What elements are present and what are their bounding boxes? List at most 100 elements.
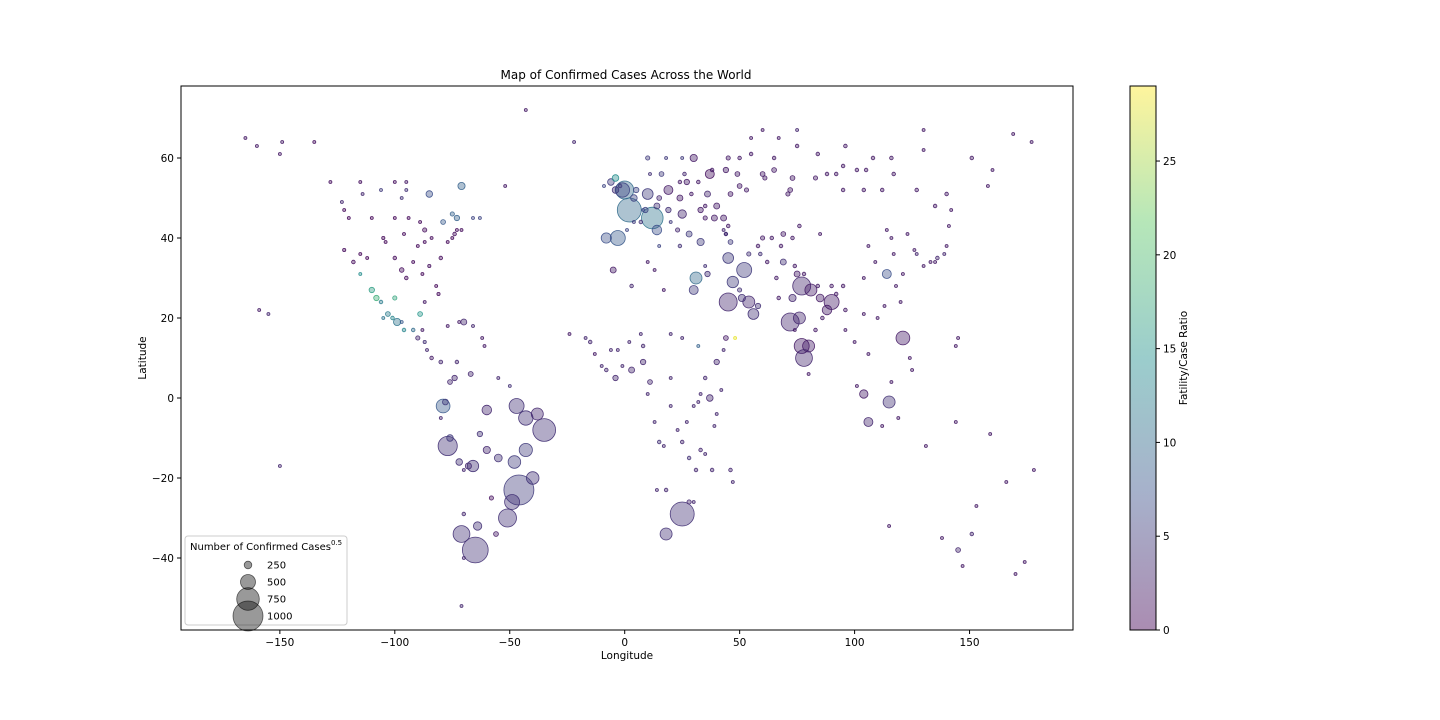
scatter-point-38	[477, 216, 482, 220]
scatter-point-16	[342, 208, 347, 212]
scatter-point-185	[657, 439, 662, 445]
scatter-point-149	[657, 244, 662, 248]
scatter-point-152	[696, 237, 705, 246]
scatter-point-336	[914, 252, 919, 256]
scatter-point-340	[935, 255, 940, 261]
scatter-point-312	[921, 128, 926, 132]
scatter-point-284	[792, 328, 797, 332]
scatter-point-164	[747, 308, 760, 320]
colorbar-label: Fatility/Case Ratio	[1178, 311, 1190, 405]
scatter-point-314	[795, 128, 799, 132]
scatter-point-176	[693, 467, 699, 473]
scatter-point-249	[725, 155, 731, 161]
scatter-point-3	[459, 228, 464, 232]
scatter-point-20	[418, 220, 423, 224]
scatter-point-258	[790, 235, 795, 241]
scatter-point-361	[974, 504, 979, 508]
scatter-point-49	[390, 315, 395, 321]
scatter-point-167	[723, 335, 729, 341]
scatter-point-364	[1022, 560, 1027, 564]
scatter-point-28	[392, 216, 397, 220]
scatter-point-205	[638, 332, 643, 336]
scatter-point-153	[703, 264, 708, 268]
scatter-point-177	[709, 467, 715, 473]
scatter-point-160	[726, 275, 739, 289]
y-axis-ticks: −40 −20 0 20 40 60	[152, 153, 181, 565]
scatter-point-275	[804, 283, 818, 297]
scatter-point-61	[422, 339, 427, 344]
scatter-point-159	[736, 262, 753, 278]
scatter-point-179	[730, 480, 735, 484]
scatter-point-321	[840, 163, 846, 169]
scatter-point-257	[780, 231, 787, 237]
scatter-point-376	[572, 140, 576, 144]
scatter-point-165	[754, 302, 762, 310]
x-tick-label: −150	[265, 637, 294, 649]
scatter-point-279	[813, 327, 818, 333]
scatter-point-326	[882, 304, 887, 308]
scatter-point-112	[243, 136, 248, 140]
scatter-point-186	[661, 444, 666, 448]
scatter-point-69	[480, 336, 485, 340]
scatter-point-378	[422, 300, 427, 304]
scatter-point-367	[1032, 468, 1036, 472]
scatter-point-155	[689, 271, 703, 285]
scatter-point-295	[748, 151, 754, 157]
legend-entry-label: 500	[267, 578, 286, 589]
scatter-point-292	[771, 155, 777, 161]
scatter-point-285	[774, 275, 779, 281]
scatter-point-123	[633, 186, 640, 194]
scatter-point-238	[759, 171, 766, 177]
scatter-point-240	[813, 175, 819, 181]
scatter-point-40	[457, 181, 466, 190]
scatter-point-211	[691, 404, 696, 408]
scatter-point-251	[696, 179, 701, 185]
scatter-point-299	[854, 167, 860, 173]
scatter-point-136	[658, 171, 665, 177]
scatter-point-146	[625, 228, 629, 232]
scatter-point-315	[760, 128, 765, 132]
scatter-point-135	[677, 243, 683, 249]
scatter-point-48	[385, 311, 391, 317]
legend-marker	[240, 574, 256, 590]
scatter-point-44	[404, 180, 409, 184]
legend-marker	[243, 560, 253, 570]
scatter-point-51	[368, 286, 375, 294]
scatter-point-41	[312, 140, 317, 144]
colorbar-tick-label: 0	[1163, 625, 1170, 637]
scatter-point-0	[450, 236, 455, 240]
scatter-point-108	[266, 312, 271, 316]
scatter-point-180	[669, 501, 695, 527]
scatter-point-192	[639, 358, 647, 366]
scatter-point-327	[881, 269, 892, 279]
scatter-point-59	[381, 316, 386, 320]
scatter-point-182	[663, 487, 669, 493]
scatter-point-220	[668, 404, 673, 408]
chart-title: Map of Confirmed Cases Across the World	[501, 68, 752, 82]
scatter-point-54	[417, 311, 423, 317]
scatter-point-84	[461, 511, 466, 517]
scatter-point-114	[277, 464, 282, 468]
scatter-point-307	[949, 208, 954, 212]
scatter-point-329	[866, 244, 871, 248]
scatter-point-178	[728, 467, 733, 473]
scatter-point-229	[704, 190, 711, 198]
scatter-point-254	[726, 223, 731, 229]
scatter-point-19	[406, 216, 411, 220]
scatter-point-113	[254, 144, 259, 148]
scatter-point-231	[689, 153, 698, 162]
scatter-point-355	[907, 356, 912, 360]
scatter-point-133	[665, 206, 672, 214]
scatter-point-241	[771, 167, 777, 173]
y-tick-label: 60	[161, 153, 174, 165]
scatter-point-22	[434, 284, 439, 288]
scatter-point-369	[953, 420, 958, 424]
scatter-point-35	[339, 200, 344, 204]
scatter-point-120	[611, 174, 620, 182]
scatter-point-134	[675, 227, 681, 233]
scatter-point-236	[676, 194, 684, 202]
scatter-point-2	[454, 228, 459, 232]
scatter-point-305	[914, 187, 919, 193]
scatter-point-215	[684, 420, 689, 424]
y-tick-label: 40	[161, 233, 174, 245]
